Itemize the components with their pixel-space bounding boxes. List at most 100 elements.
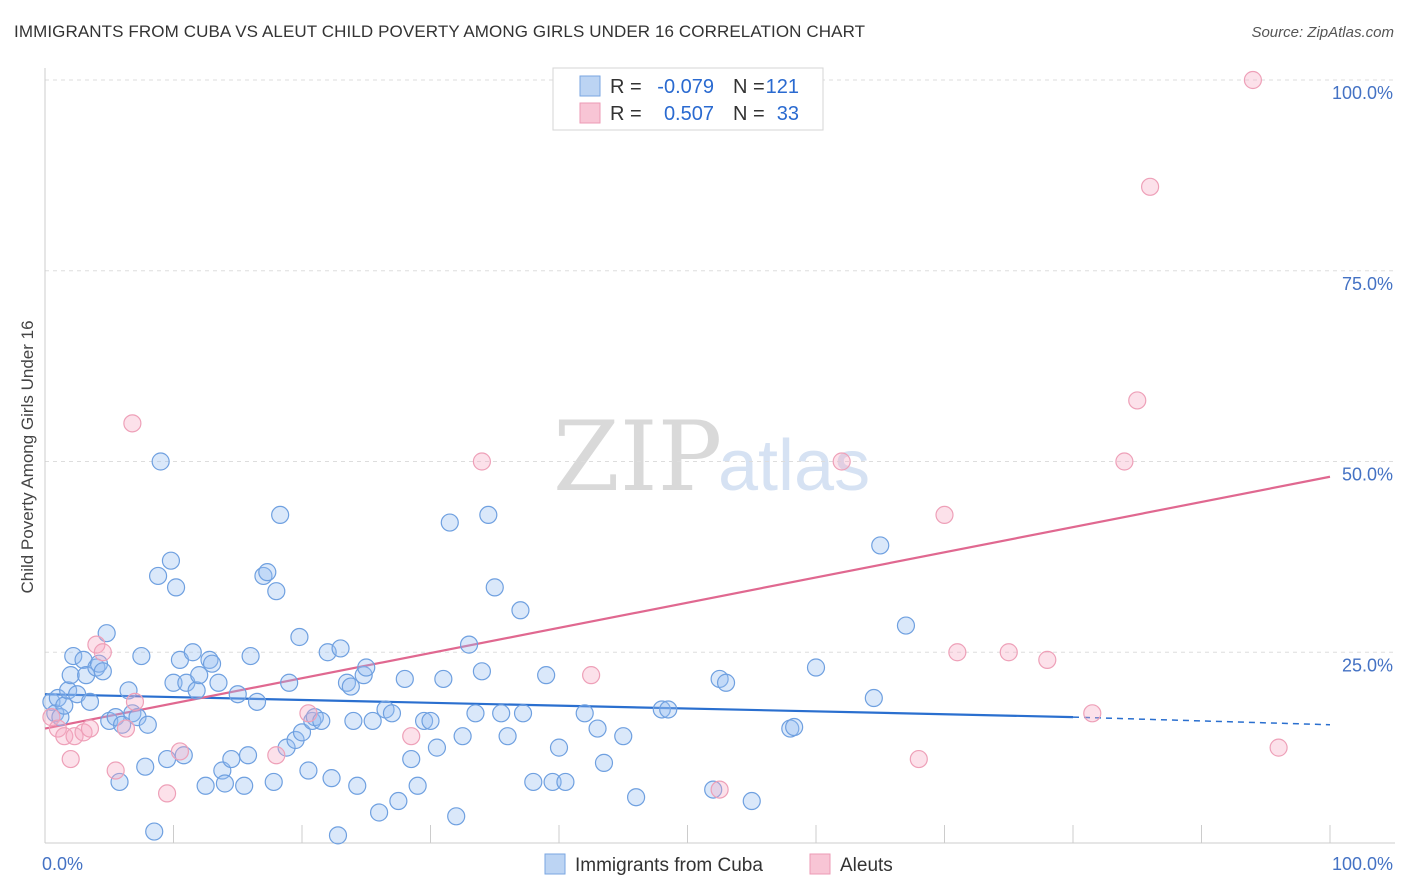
cuba-point-98: [513, 704, 533, 723]
cuba-point-30: [161, 551, 181, 570]
aleut-point-2: [55, 727, 74, 746]
cuba-point-76: [370, 803, 389, 822]
legend-n-value-1: 121: [766, 76, 799, 98]
aleut-point-17: [402, 727, 421, 746]
cuba-point-48: [238, 746, 258, 765]
legend-n-label-1: N =: [733, 76, 765, 98]
aleut-point-30: [1140, 177, 1160, 196]
legend-n-value-2: 33: [777, 103, 799, 125]
cuba-point-41: [202, 654, 222, 673]
aleut-point-28: [1115, 452, 1134, 471]
aleut-point-4: [65, 727, 84, 746]
legend-r-label-1: R =: [610, 76, 642, 98]
cuba-point-38: [190, 666, 209, 685]
aleut-point-16: [299, 704, 318, 723]
aleut-point-19: [582, 666, 601, 685]
y-tick-label-3: 100.0%: [1332, 83, 1393, 103]
series-legend-swatch-aleut: [809, 853, 831, 875]
y-axis-label: Child Poverty Among Girls Under 16: [18, 320, 37, 593]
cuba-point-95: [492, 704, 511, 723]
cuba-point-74: [357, 658, 376, 677]
aleut-point-14: [170, 742, 190, 761]
aleut-point-15: [267, 746, 286, 765]
cuba-point-36: [183, 643, 202, 662]
cuba-point-86: [434, 669, 453, 689]
cuba-point-93: [479, 505, 498, 525]
cuba-point-107: [614, 727, 633, 746]
aleut-point-0: [42, 708, 61, 727]
cuba-trend-line: [44, 693, 1074, 719]
tick-labels: 25.0% 50.0% 75.0% 100.0% 0.0% 100.0%: [42, 83, 1393, 874]
aleut-point-3: [61, 749, 80, 769]
aleut-point-10: [116, 719, 136, 738]
cuba-point-7: [64, 646, 83, 666]
trend-lines: [44, 475, 1331, 730]
cuba-point-84: [421, 711, 440, 731]
cuba-point-96: [498, 727, 517, 746]
series-legend-label-aleut: Aleuts: [840, 855, 893, 876]
cuba-point-20: [119, 681, 138, 700]
cuba-point-90: [459, 635, 479, 654]
cuba-point-108: [626, 788, 646, 807]
series-legend: Immigrants from Cuba Aleuts: [544, 853, 893, 876]
cuba-point-39: [196, 776, 215, 795]
aleut-point-22: [909, 749, 928, 769]
aleut-point-8: [93, 643, 112, 662]
cuba-point-52: [258, 563, 277, 582]
chart-title: IMMIGRANTS FROM CUBA VS ALEUT CHILD POVE…: [14, 22, 866, 41]
cuba-point-22: [128, 708, 147, 727]
cuba-point-42: [209, 673, 228, 692]
y-tick-label-2: 75.0%: [1342, 274, 1393, 294]
data-points: [42, 70, 1288, 845]
stats-legend: R = -0.079 N = 121 R = 0.507 N = 33: [552, 67, 824, 131]
cuba-point-100: [537, 666, 556, 685]
cuba-point-105: [588, 719, 607, 738]
aleut-point-12: [125, 692, 145, 711]
cuba-point-88: [447, 807, 466, 826]
aleut-point-20: [710, 780, 729, 799]
cuba-point-45: [222, 749, 241, 769]
watermark-zip: ZIP: [553, 401, 722, 513]
legend-swatch-aleut: [579, 102, 601, 124]
cuba-point-50: [247, 692, 267, 711]
cuba-point-118: [871, 536, 890, 555]
cuba-point-14: [93, 662, 112, 681]
cuba-point-2: [48, 688, 67, 708]
aleut-point-27: [1083, 704, 1102, 723]
cuba-point-119: [896, 616, 916, 635]
cuba-trend-line-extension: [1072, 716, 1331, 726]
aleut-point-13: [157, 784, 177, 803]
aleut-point-29: [1128, 391, 1147, 410]
cuba-point-71: [344, 711, 363, 731]
cuba-point-54: [267, 582, 286, 601]
cuba-point-18: [110, 772, 129, 792]
cuba-point-24: [136, 757, 155, 776]
cuba-point-83: [414, 711, 434, 731]
aleut-point-6: [80, 719, 100, 738]
axes: [44, 68, 1395, 844]
cuba-point-70: [341, 677, 360, 696]
cuba-point-80: [395, 669, 414, 689]
cuba-point-81: [402, 749, 421, 769]
aleut-point-31: [1243, 70, 1263, 90]
cuba-point-117: [864, 688, 883, 708]
cuba-point-94: [485, 578, 504, 597]
cuba-point-110: [659, 700, 678, 719]
y-tick-label-1: 50.0%: [1342, 465, 1393, 485]
cuba-point-113: [716, 673, 736, 692]
cuba-point-111: [704, 780, 723, 799]
legend-r-value-1: -0.079: [657, 76, 714, 98]
cuba-point-120: [785, 717, 804, 737]
cuba-point-31: [164, 673, 183, 692]
cuba-point-37: [187, 681, 206, 700]
cuba-point-66: [322, 769, 341, 788]
aleut-point-11: [123, 414, 142, 433]
cuba-point-103: [556, 772, 575, 792]
cuba-point-82: [408, 776, 427, 795]
aleut-point-23: [935, 505, 954, 525]
aleut-point-9: [106, 761, 125, 780]
aleut-point-26: [1038, 650, 1057, 669]
cuba-point-101: [543, 772, 562, 792]
cuba-point-27: [148, 566, 168, 586]
